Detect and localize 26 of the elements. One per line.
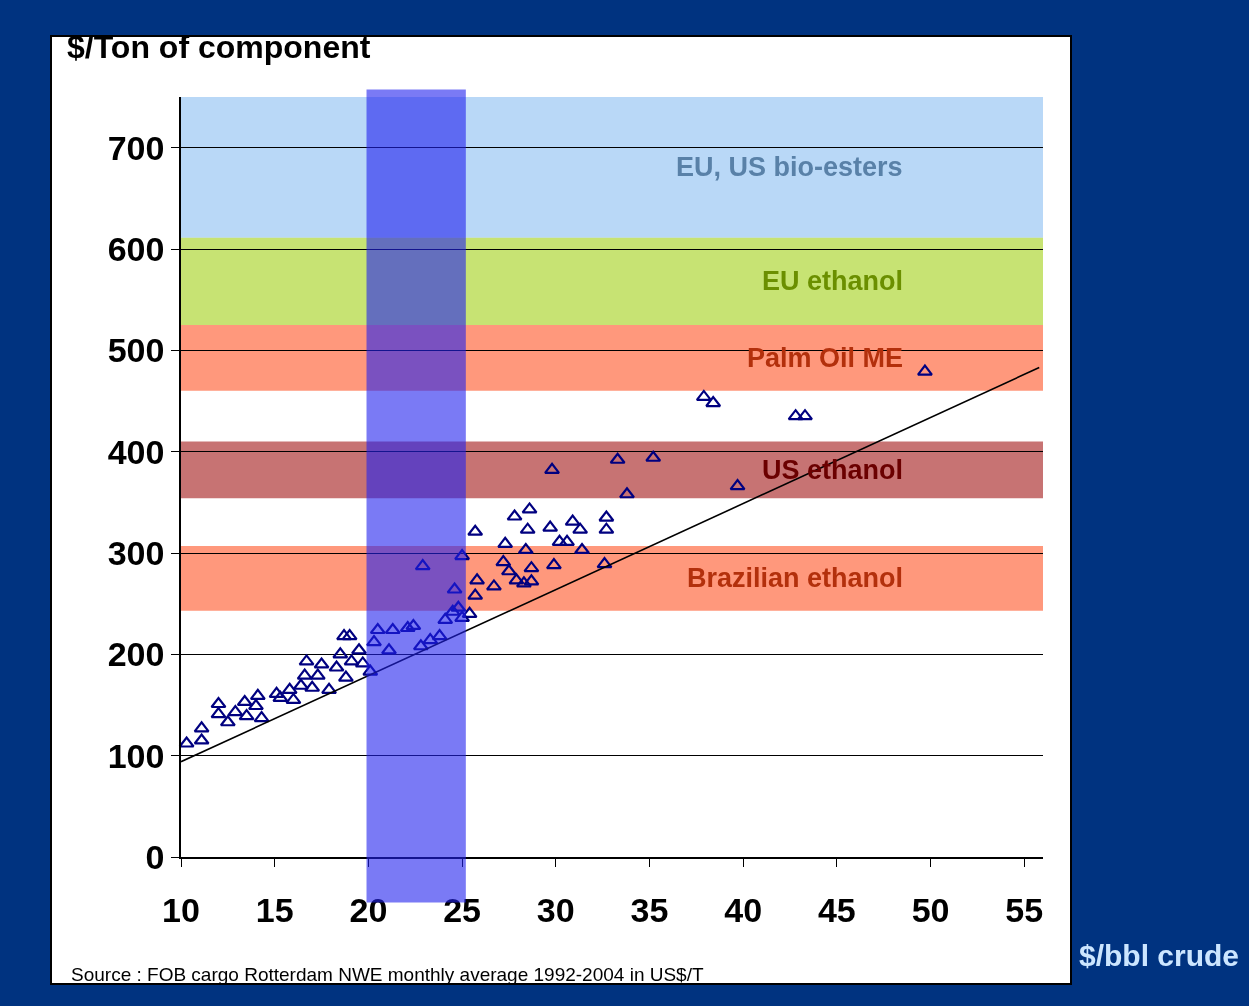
band-label: EU ethanol	[762, 266, 904, 296]
y-tick-label: 500	[107, 331, 165, 370]
y-tick-label: 300	[107, 533, 165, 572]
x-tick-label: 45	[817, 890, 856, 929]
x-tick-label: 50	[911, 890, 950, 929]
band-label: Palm Oil ME	[747, 343, 904, 373]
x-axis-title: $/bbl crude	[1079, 939, 1240, 972]
y-tick-label: 0	[145, 837, 165, 876]
band-label: EU, US bio-esters	[676, 152, 903, 182]
y-tick-label: 100	[107, 736, 165, 775]
x-tick-label: 10	[162, 890, 200, 929]
source-note: Source : FOB cargo Rotterdam NWE monthly average 1992-2004 in US$/T	[71, 964, 704, 985]
x-tick-label: 35	[630, 890, 669, 929]
band-label: US ethanol	[762, 455, 904, 485]
y-tick-label: 400	[107, 432, 165, 471]
x-tick-label: 30	[536, 890, 575, 929]
x-tick-label: 20	[349, 890, 388, 929]
x-tick-label: 40	[724, 890, 763, 929]
y-tick-label: 200	[107, 635, 165, 674]
y-tick-label: 600	[107, 229, 165, 268]
x-tick-label: 15	[255, 890, 294, 929]
y-tick-label: 700	[107, 128, 165, 167]
x-tick-label: 25	[443, 890, 481, 929]
band-label: Brazilian ethanol	[687, 563, 904, 593]
x-tick-label: 55	[1005, 890, 1044, 929]
y-axis-title: $/Ton of component	[67, 29, 371, 65]
